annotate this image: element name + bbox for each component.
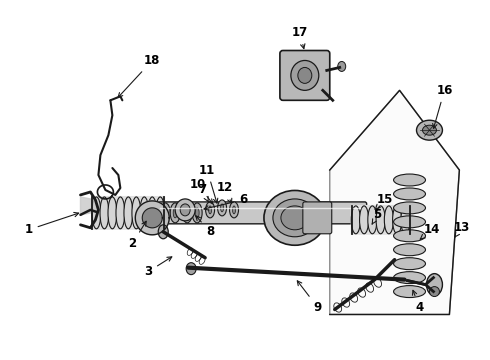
Ellipse shape <box>426 274 442 296</box>
Ellipse shape <box>393 258 425 270</box>
Ellipse shape <box>351 206 360 234</box>
Ellipse shape <box>393 285 425 298</box>
Ellipse shape <box>393 174 425 186</box>
Text: 14: 14 <box>420 223 440 239</box>
Polygon shape <box>80 197 98 215</box>
FancyBboxPatch shape <box>303 202 332 234</box>
Ellipse shape <box>100 197 109 229</box>
Ellipse shape <box>360 206 368 234</box>
Ellipse shape <box>186 263 196 275</box>
Text: 16: 16 <box>433 84 453 128</box>
Ellipse shape <box>163 208 167 218</box>
Ellipse shape <box>206 202 215 218</box>
Ellipse shape <box>233 206 236 214</box>
Ellipse shape <box>156 197 165 229</box>
Ellipse shape <box>209 206 212 214</box>
Ellipse shape <box>393 216 425 228</box>
Ellipse shape <box>218 200 226 216</box>
Ellipse shape <box>185 208 189 218</box>
FancyBboxPatch shape <box>153 202 367 224</box>
Text: 9: 9 <box>297 281 322 314</box>
Text: 13: 13 <box>453 221 469 237</box>
Text: 17: 17 <box>292 26 308 49</box>
Ellipse shape <box>429 287 440 297</box>
Ellipse shape <box>393 202 425 214</box>
Ellipse shape <box>132 197 141 229</box>
Ellipse shape <box>281 206 309 230</box>
Ellipse shape <box>338 62 346 71</box>
Ellipse shape <box>376 206 385 234</box>
Ellipse shape <box>108 197 117 229</box>
Ellipse shape <box>393 272 425 284</box>
Text: 8: 8 <box>196 216 214 238</box>
Ellipse shape <box>393 244 425 256</box>
Ellipse shape <box>368 206 377 234</box>
Text: 7: 7 <box>198 184 208 202</box>
Ellipse shape <box>416 120 442 140</box>
Ellipse shape <box>291 60 319 90</box>
Ellipse shape <box>175 199 195 221</box>
FancyBboxPatch shape <box>280 50 330 100</box>
Ellipse shape <box>160 203 170 223</box>
Text: 4: 4 <box>413 291 424 314</box>
Text: 12: 12 <box>217 181 233 203</box>
Ellipse shape <box>124 197 133 229</box>
Ellipse shape <box>229 202 239 218</box>
Ellipse shape <box>173 208 177 218</box>
Text: 3: 3 <box>144 257 172 278</box>
Text: 18: 18 <box>118 54 160 97</box>
Text: 6: 6 <box>204 193 247 210</box>
Ellipse shape <box>92 197 101 229</box>
Ellipse shape <box>264 190 326 245</box>
Ellipse shape <box>298 67 312 84</box>
Ellipse shape <box>393 230 425 242</box>
Polygon shape <box>135 201 169 235</box>
Ellipse shape <box>182 203 192 223</box>
Ellipse shape <box>192 203 202 223</box>
FancyBboxPatch shape <box>92 196 165 230</box>
Ellipse shape <box>170 203 180 223</box>
Ellipse shape <box>116 197 125 229</box>
Ellipse shape <box>148 197 157 229</box>
Ellipse shape <box>158 225 168 239</box>
Ellipse shape <box>140 197 148 229</box>
Ellipse shape <box>392 206 402 234</box>
Text: 5: 5 <box>372 208 382 224</box>
Polygon shape <box>142 208 162 228</box>
Text: 10: 10 <box>190 179 213 204</box>
Ellipse shape <box>180 204 190 216</box>
Ellipse shape <box>384 206 393 234</box>
Ellipse shape <box>393 188 425 200</box>
Text: 11: 11 <box>199 163 218 203</box>
Ellipse shape <box>273 199 317 237</box>
Text: 15: 15 <box>375 193 393 209</box>
Text: 1: 1 <box>24 212 79 236</box>
FancyBboxPatch shape <box>351 205 411 235</box>
Ellipse shape <box>401 206 410 234</box>
Ellipse shape <box>422 125 437 135</box>
Ellipse shape <box>195 208 199 218</box>
Ellipse shape <box>220 204 223 212</box>
Text: 2: 2 <box>128 221 146 250</box>
Polygon shape <box>330 90 460 315</box>
